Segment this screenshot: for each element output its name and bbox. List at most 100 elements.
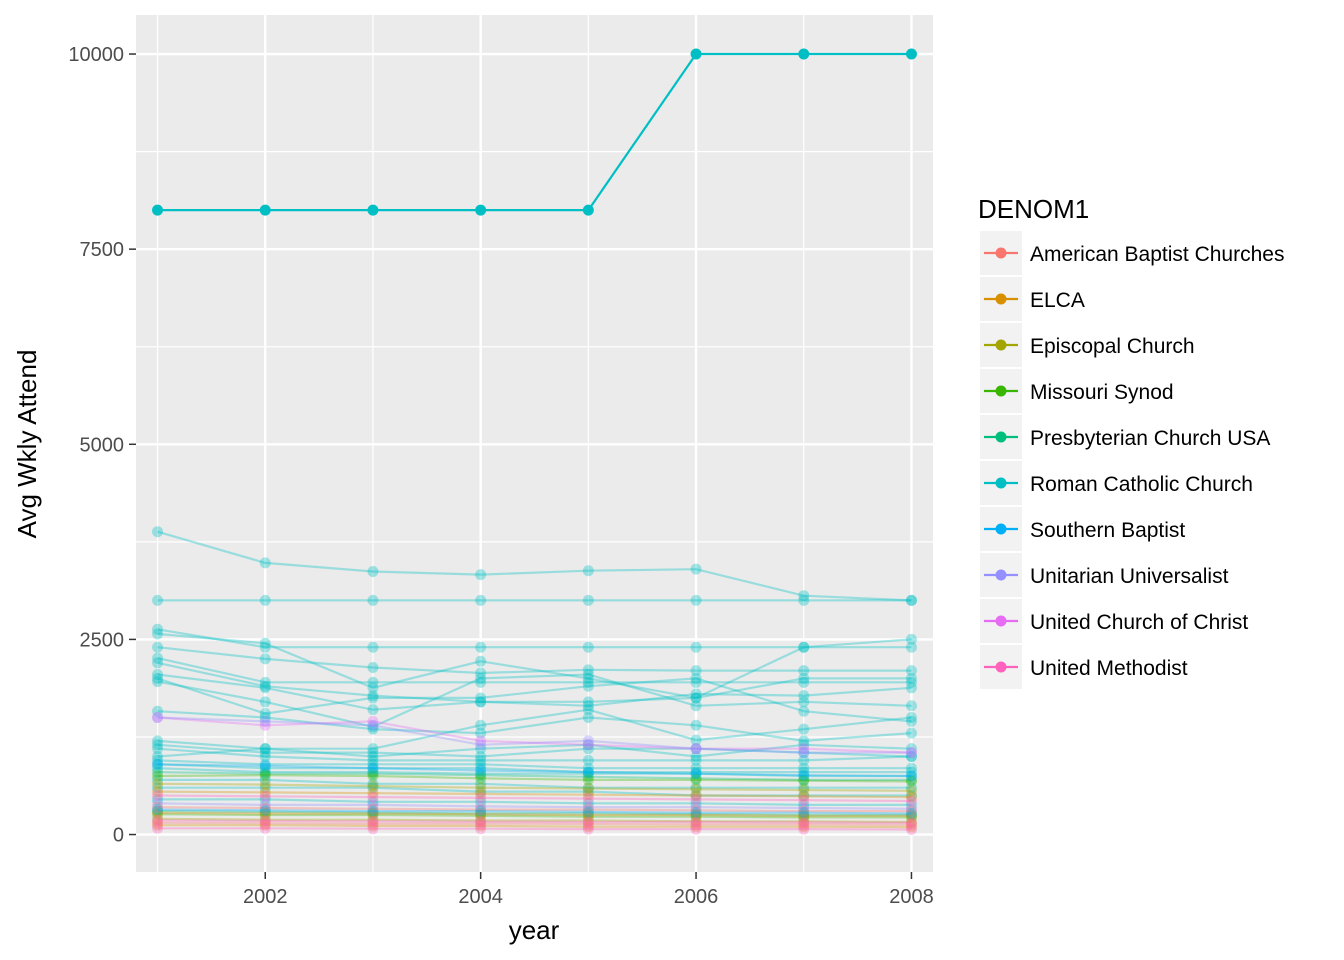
- series-episcopal-church: [152, 778, 917, 797]
- data-point: [582, 669, 594, 681]
- data-point: [152, 807, 164, 819]
- data-point: [475, 758, 487, 770]
- data-point: [798, 805, 810, 817]
- legend-item: Southern Baptist: [980, 507, 1185, 551]
- series-line: [157, 710, 912, 743]
- data-point: [475, 743, 487, 755]
- data-point: [152, 758, 164, 770]
- data-point: [367, 805, 379, 817]
- data-point: [152, 641, 164, 653]
- series-roman-catholic-church: [152, 48, 917, 216]
- series-layer: [152, 48, 917, 835]
- data-point: [905, 774, 917, 786]
- series-line: [157, 808, 912, 815]
- data-point: [259, 799, 271, 811]
- data-point: [475, 808, 487, 820]
- data-point: [582, 789, 594, 801]
- data-point: [690, 48, 702, 60]
- data-point: [475, 754, 487, 766]
- data-point: [582, 704, 594, 716]
- legend: DENOM1 American Baptist Churches ELCA Epis…: [978, 194, 1284, 689]
- data-point: [367, 807, 379, 819]
- series-line: [157, 716, 912, 754]
- data-point: [152, 814, 164, 826]
- data-point: [259, 807, 271, 819]
- data-point: [259, 676, 271, 688]
- legend-label: Presbyterian Church USA: [1030, 427, 1270, 450]
- data-point: [905, 775, 917, 787]
- data-point: [259, 696, 271, 708]
- data-point: [798, 821, 810, 833]
- data-point: [475, 810, 487, 822]
- legend-key-point: [995, 247, 1007, 259]
- data-point: [152, 526, 164, 538]
- data-point: [475, 641, 487, 653]
- data-point: [259, 680, 271, 692]
- data-point: [259, 747, 271, 759]
- data-point: [905, 743, 917, 755]
- data-point: [798, 762, 810, 774]
- series-line: [157, 673, 912, 711]
- data-point: [475, 772, 487, 784]
- data-point: [798, 641, 810, 653]
- series-elca: [152, 807, 917, 822]
- data-point: [152, 805, 164, 817]
- data-point: [690, 807, 702, 819]
- data-point: [798, 641, 810, 653]
- series-line: [157, 813, 912, 819]
- data-point: [690, 676, 702, 688]
- legend-items: American Baptist Churches ELCA Episcopal C…: [980, 231, 1284, 689]
- legend-label: United Church of Christ: [1030, 611, 1248, 634]
- data-point: [690, 772, 702, 784]
- data-point: [259, 802, 271, 814]
- series-line: [157, 759, 912, 770]
- legend-key-point: [995, 615, 1007, 627]
- data-point: [259, 769, 271, 781]
- data-point: [367, 799, 379, 811]
- data-point: [905, 803, 917, 815]
- data-point: [582, 768, 594, 780]
- data-point: [798, 739, 810, 751]
- data-point: [905, 810, 917, 822]
- y-axis-title: Avg Wkly Attend: [12, 350, 42, 539]
- data-point: [582, 711, 594, 723]
- data-point: [798, 747, 810, 759]
- data-point: [152, 782, 164, 794]
- series-united-methodist: [152, 790, 917, 807]
- data-point: [259, 594, 271, 606]
- series-southern-baptist: [152, 804, 917, 819]
- legend-label: United Methodist: [1030, 657, 1188, 680]
- data-point: [798, 769, 810, 781]
- data-point: [582, 739, 594, 751]
- data-point: [582, 801, 594, 813]
- data-point: [475, 696, 487, 708]
- data-point: [152, 676, 164, 688]
- data-point: [259, 653, 271, 665]
- data-point: [690, 768, 702, 780]
- legend-label: Episcopal Church: [1030, 335, 1195, 358]
- data-point: [798, 811, 810, 823]
- data-point: [582, 809, 594, 821]
- data-point: [798, 794, 810, 806]
- data-point: [259, 768, 271, 780]
- data-point: [582, 680, 594, 692]
- data-point: [475, 768, 487, 780]
- data-point: [582, 804, 594, 816]
- data-point: [152, 813, 164, 825]
- data-point: [582, 793, 594, 805]
- data-point: [798, 815, 810, 827]
- data-point: [259, 814, 271, 826]
- series-line: [157, 771, 912, 782]
- y-tick-label: 7500: [80, 239, 125, 261]
- data-point: [905, 799, 917, 811]
- data-point: [259, 750, 271, 762]
- series-line: [157, 786, 912, 797]
- series-roman-catholic-church: [152, 641, 917, 679]
- data-point: [690, 818, 702, 830]
- series-line: [157, 708, 912, 750]
- data-point: [582, 204, 594, 216]
- data-point: [152, 652, 164, 664]
- data-point: [259, 708, 271, 720]
- data-point: [367, 743, 379, 755]
- data-point: [475, 805, 487, 817]
